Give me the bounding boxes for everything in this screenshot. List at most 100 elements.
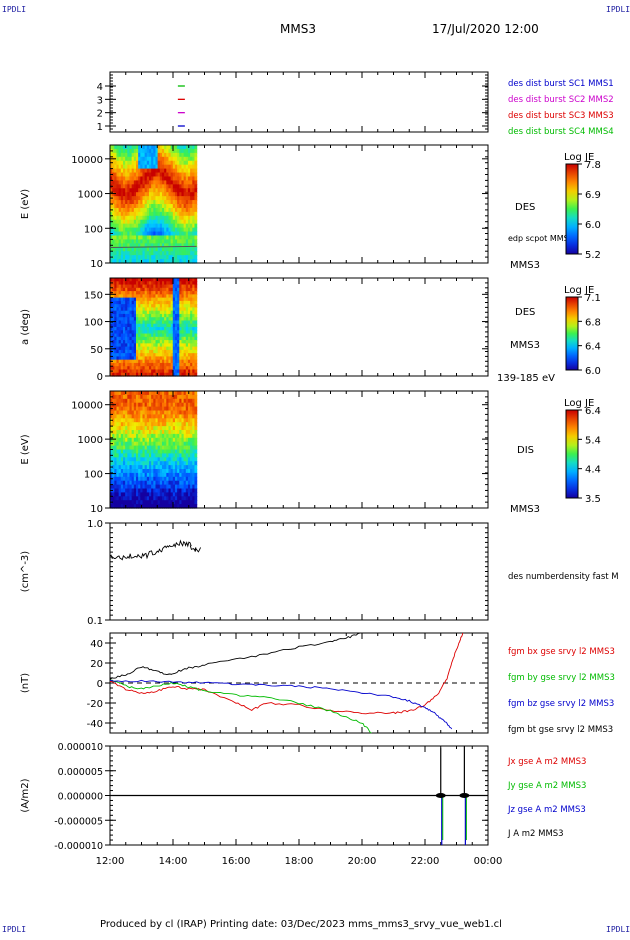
spectrogram-cell bbox=[161, 391, 165, 396]
spectrogram-cell bbox=[164, 457, 167, 462]
spectrogram-cell bbox=[190, 343, 193, 348]
spectrogram-cell bbox=[179, 200, 183, 205]
spectrogram-cell bbox=[122, 359, 126, 364]
spectrogram-cell bbox=[170, 359, 174, 364]
spectrogram-cell bbox=[166, 294, 170, 299]
spectrogram-cell bbox=[133, 204, 137, 209]
spectrogram-cell bbox=[166, 441, 170, 447]
spectrogram-cell bbox=[179, 287, 183, 292]
spectrogram-cell bbox=[164, 366, 167, 371]
spectrogram-cell bbox=[153, 204, 157, 209]
spectrogram-cell bbox=[131, 184, 135, 189]
spectrogram-cell bbox=[194, 465, 198, 470]
spectrogram-cell bbox=[142, 192, 146, 197]
y-tick-label: 20 bbox=[90, 659, 103, 670]
spectrogram-cell bbox=[179, 449, 183, 454]
spectrogram-cell bbox=[122, 294, 126, 299]
spectrogram-cell bbox=[127, 480, 131, 486]
spectrogram-cell bbox=[172, 441, 176, 447]
spectrogram-cell bbox=[122, 196, 126, 201]
spectrogram-cell bbox=[170, 346, 174, 351]
spectrogram-cell bbox=[161, 176, 165, 181]
spectrogram-cell bbox=[168, 346, 172, 351]
spectrogram-cell bbox=[153, 353, 157, 357]
spectrogram-cell bbox=[190, 346, 193, 351]
spectrogram-cell bbox=[138, 369, 141, 374]
spectrogram-cell bbox=[110, 366, 113, 371]
colorbar-2 bbox=[565, 296, 579, 371]
spectrogram-cell bbox=[129, 281, 133, 286]
spectrogram-cell bbox=[185, 465, 189, 470]
spectrogram-cell bbox=[151, 353, 154, 357]
spectrogram-cell bbox=[181, 340, 185, 344]
spectrogram-cell bbox=[125, 145, 128, 150]
spectrogram-cell bbox=[142, 255, 146, 260]
spectrogram-cell bbox=[172, 211, 176, 217]
spectrogram-cell bbox=[133, 369, 137, 374]
spectrogram-cell bbox=[155, 320, 159, 325]
spectrogram-cell bbox=[172, 227, 176, 233]
spectrogram-cell bbox=[177, 453, 180, 458]
spectrogram-cell bbox=[151, 184, 154, 189]
spectrogram-cell bbox=[140, 480, 144, 486]
spectrogram-cell bbox=[179, 433, 183, 439]
spectrogram-cell bbox=[129, 418, 133, 423]
spectrogram-cell bbox=[135, 184, 139, 189]
spectrogram-cell bbox=[110, 372, 113, 377]
spectrogram-cell bbox=[164, 160, 167, 166]
spectrogram-cell bbox=[185, 437, 189, 443]
spectrogram-cell bbox=[164, 231, 167, 237]
spectrogram-cell bbox=[120, 488, 124, 493]
spectrogram-cell bbox=[194, 300, 198, 305]
spectrogram-cell bbox=[144, 204, 148, 209]
spectrogram-cell bbox=[159, 359, 163, 364]
spectrogram-cell bbox=[135, 353, 139, 357]
spectrogram-cell bbox=[135, 469, 139, 474]
spectrogram-cell bbox=[142, 227, 146, 233]
spectrogram-cell bbox=[174, 430, 178, 435]
spectrogram-cell bbox=[114, 243, 118, 248]
spectrogram-cell bbox=[116, 430, 120, 435]
spectrogram-cell bbox=[183, 430, 187, 435]
spectrogram-cell bbox=[177, 410, 180, 415]
spectrogram-cell bbox=[170, 297, 174, 302]
spectrogram-cell bbox=[190, 223, 193, 229]
spectrogram-cell bbox=[161, 148, 165, 154]
spectrogram-cell bbox=[179, 294, 183, 299]
spectrogram-cell bbox=[135, 394, 139, 400]
spectrogram-cell bbox=[194, 336, 198, 341]
spectrogram-cell bbox=[118, 304, 122, 308]
spectrogram-cell bbox=[120, 461, 124, 466]
spectrogram-cell bbox=[112, 418, 115, 423]
y-tick-label: 2 bbox=[97, 109, 103, 120]
spectrogram-cell bbox=[179, 496, 183, 501]
spectrogram-cell bbox=[172, 247, 176, 252]
spectrogram-cell bbox=[120, 239, 124, 244]
spectrogram-cell bbox=[135, 281, 139, 286]
spectrogram-cell bbox=[185, 496, 189, 501]
spectrogram-cell bbox=[129, 239, 133, 244]
spectrogram-cell bbox=[129, 219, 133, 225]
spectrogram-cell bbox=[187, 192, 191, 197]
spectrogram-cell bbox=[144, 449, 148, 454]
spectrogram-cell bbox=[148, 215, 152, 221]
spectrogram-cell bbox=[112, 192, 115, 197]
spectrogram-cell bbox=[148, 188, 152, 193]
spectrogram-cell bbox=[194, 196, 198, 201]
spectrogram-cell bbox=[192, 480, 196, 486]
spectrogram-cell bbox=[183, 294, 187, 299]
spectrogram-cell bbox=[192, 239, 196, 244]
spectrogram-cell bbox=[159, 297, 163, 302]
spectrogram-cell bbox=[168, 164, 172, 170]
spectrogram-cell bbox=[164, 362, 167, 367]
spectrogram-cell bbox=[110, 437, 113, 443]
spectrogram-cell bbox=[146, 156, 150, 162]
spectrogram-cell bbox=[140, 235, 144, 240]
spectrogram-cell bbox=[190, 391, 193, 396]
spectrogram-cell bbox=[146, 394, 150, 400]
spectrogram-cell bbox=[153, 251, 157, 256]
colorbar-tick-label: 7.1 bbox=[585, 293, 601, 304]
spectrogram-cell bbox=[131, 219, 135, 225]
spectrogram-cell bbox=[177, 422, 180, 427]
spectrogram-cell bbox=[168, 336, 172, 341]
